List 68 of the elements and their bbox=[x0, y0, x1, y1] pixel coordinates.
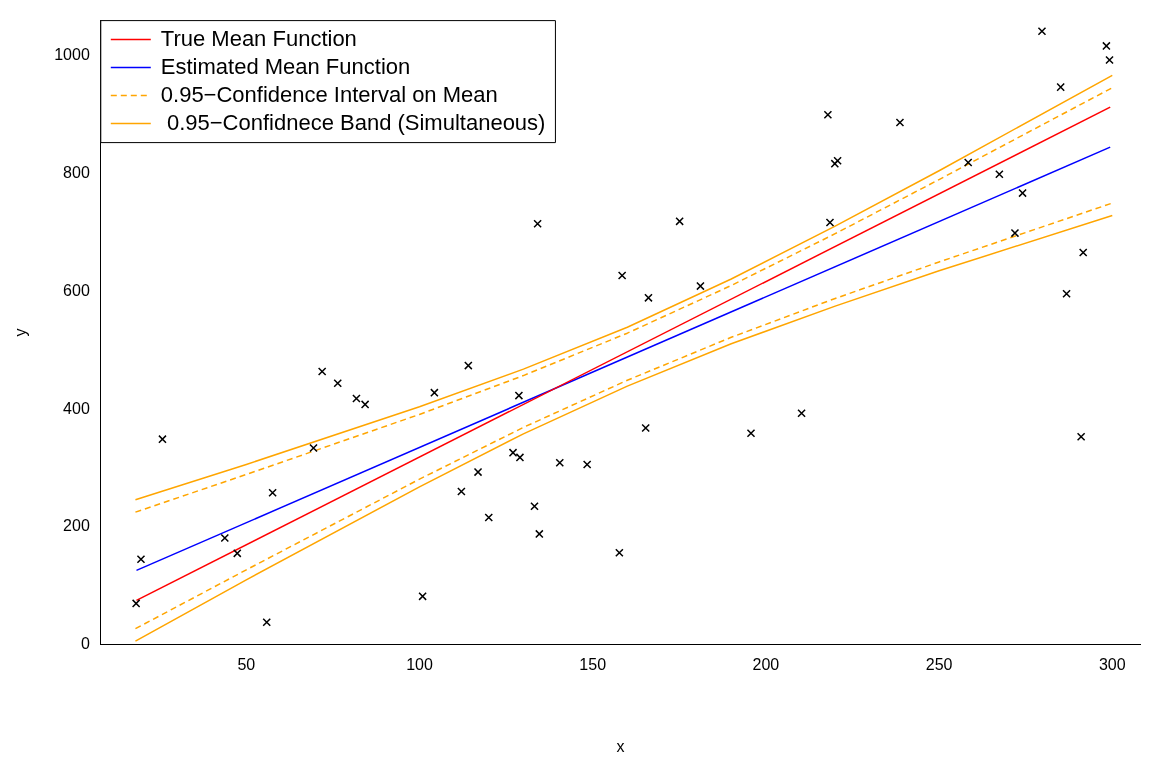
point bbox=[508, 448, 518, 457]
point bbox=[530, 501, 539, 511]
point bbox=[823, 110, 833, 120]
point bbox=[268, 488, 277, 498]
y-tick-label: 200 bbox=[63, 517, 90, 535]
point bbox=[617, 271, 627, 280]
point bbox=[641, 423, 650, 433]
x-tick-label: 200 bbox=[752, 655, 780, 673]
point bbox=[895, 118, 905, 127]
point bbox=[360, 400, 370, 409]
point bbox=[833, 156, 842, 165]
point bbox=[136, 554, 146, 564]
point bbox=[1078, 248, 1088, 257]
point bbox=[1018, 188, 1027, 198]
point bbox=[317, 367, 327, 376]
x-tick-label: 250 bbox=[925, 655, 953, 673]
point bbox=[1010, 228, 1020, 238]
point bbox=[220, 533, 230, 543]
point bbox=[615, 548, 624, 558]
point bbox=[582, 460, 592, 469]
point bbox=[963, 158, 973, 167]
point bbox=[533, 219, 542, 228]
point bbox=[430, 388, 439, 397]
point bbox=[1056, 82, 1065, 92]
point bbox=[515, 453, 525, 462]
point bbox=[457, 487, 466, 496]
y-tick-label: 600 bbox=[63, 281, 90, 299]
x-tick-label: 50 bbox=[237, 655, 256, 673]
point bbox=[464, 361, 473, 370]
point bbox=[825, 218, 835, 227]
point bbox=[555, 458, 565, 467]
point bbox=[333, 378, 343, 388]
point bbox=[830, 159, 840, 168]
x-tick-label: 100 bbox=[406, 655, 433, 673]
point bbox=[158, 434, 167, 444]
point bbox=[418, 592, 427, 601]
x-axis-title: x bbox=[616, 737, 625, 755]
point bbox=[131, 599, 141, 608]
point bbox=[232, 549, 242, 558]
point bbox=[535, 529, 544, 539]
point bbox=[473, 467, 483, 477]
point bbox=[746, 428, 756, 438]
point bbox=[352, 394, 361, 403]
point bbox=[644, 293, 653, 303]
point bbox=[1037, 26, 1047, 36]
point bbox=[484, 513, 494, 522]
point bbox=[995, 169, 1004, 179]
legend-label: Estimated Mean Function bbox=[160, 53, 411, 79]
y-tick-label: 0 bbox=[80, 635, 90, 653]
y-tick-label: 1000 bbox=[54, 46, 90, 64]
point bbox=[514, 391, 524, 400]
y-axis-title: y bbox=[12, 328, 30, 337]
legend-label: True Mean Function bbox=[160, 25, 357, 51]
x-tick-label: 300 bbox=[1098, 655, 1126, 673]
point bbox=[262, 617, 272, 627]
legend-label: 0.95−Confidnece Band (Simultaneous) bbox=[160, 109, 546, 135]
point bbox=[1062, 289, 1071, 299]
point bbox=[797, 408, 806, 418]
point bbox=[675, 217, 684, 226]
x-tick-label: 150 bbox=[579, 655, 607, 673]
point bbox=[1102, 41, 1111, 51]
y-tick-label: 800 bbox=[63, 164, 90, 182]
legend-label: 0.95−Confidence Interval on Mean bbox=[160, 81, 498, 107]
point bbox=[1105, 55, 1114, 65]
point bbox=[696, 281, 705, 291]
point bbox=[1076, 432, 1086, 442]
point bbox=[309, 443, 318, 453]
y-tick-label: 400 bbox=[63, 399, 90, 417]
